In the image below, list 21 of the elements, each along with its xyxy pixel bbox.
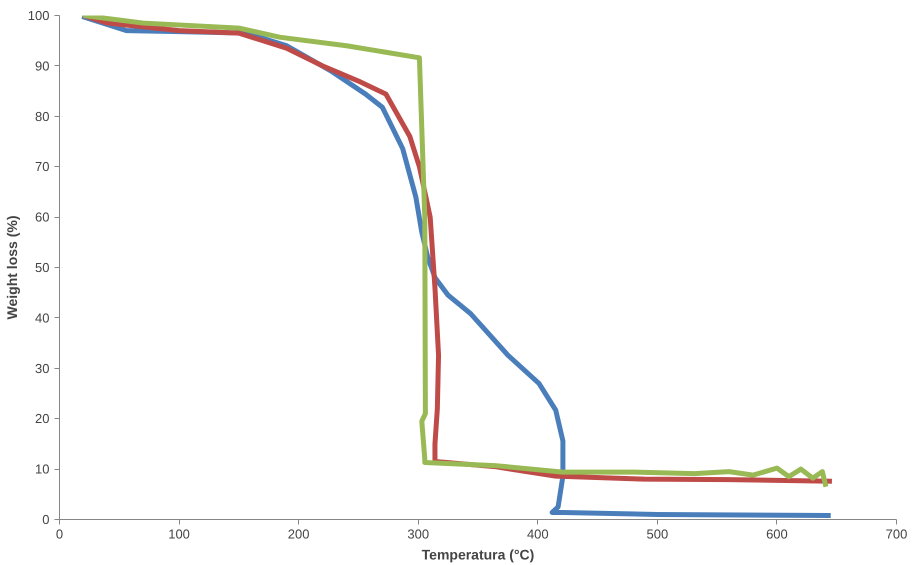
y-tick-label: 40	[35, 310, 50, 326]
y-tick-label: 70	[35, 159, 50, 174]
x-tick-label: 400	[526, 526, 549, 542]
y-tick-label: 90	[35, 58, 50, 74]
x-tick-label: 300	[407, 526, 430, 542]
y-tick-label: 60	[35, 210, 50, 225]
y-tick-label: 80	[35, 108, 50, 124]
y-tick-label: 10	[35, 462, 50, 477]
x-tick-label: 200	[288, 526, 310, 542]
x-axis-title: Temperatura (°C)	[422, 546, 534, 562]
y-tick-label: 30	[35, 360, 50, 376]
y-tick-label: 100	[28, 8, 50, 23]
y-tick-label: 0	[42, 512, 50, 527]
y-tick-label: 50	[35, 260, 50, 275]
x-tick-label: 100	[168, 526, 190, 542]
x-tick-label: 500	[646, 526, 668, 542]
y-axis-title: Weight loss (%)	[4, 216, 20, 320]
x-tick-label: 700	[886, 526, 908, 542]
y-tick-label: 20	[35, 411, 50, 426]
x-tick-label: 600	[766, 526, 788, 542]
x-tick-label: 0	[56, 526, 64, 542]
